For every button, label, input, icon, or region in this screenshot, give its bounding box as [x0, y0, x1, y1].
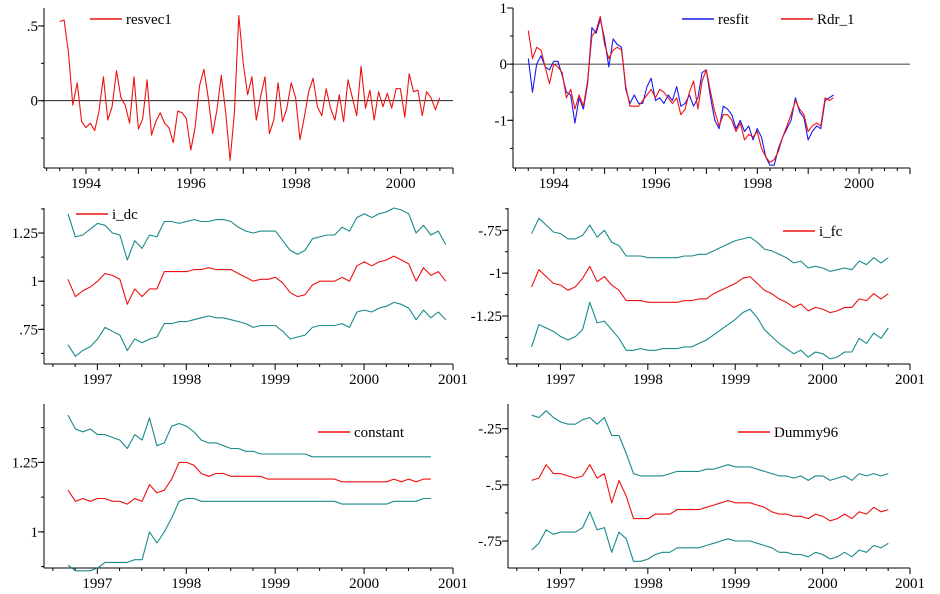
y-tick-label: -.5: [486, 478, 502, 494]
series-line-band: [67, 207, 447, 261]
y-tick-label: -.75: [478, 534, 502, 550]
x-tick-label: 2000: [349, 372, 379, 388]
legend-label: resvec1: [126, 12, 172, 28]
series-line-dummy96: [531, 464, 889, 522]
x-tick-label: 2001: [438, 576, 468, 592]
panel-4: 1997 1998 1999 2000 2001 -1.25 -1 -.75 i_fc: [471, 208, 925, 388]
panel-3: 1997 1998 1999 2000 2001 .75 1 1.25 i_dc: [12, 207, 468, 388]
x-tick-label: 1999: [260, 576, 290, 592]
x-tick-label: 1998: [742, 176, 772, 192]
legend-label: Rdr_1: [817, 12, 855, 28]
x-tick-label: 1996: [641, 176, 672, 192]
y-tick-label: -1.25: [471, 309, 502, 325]
x-tick-label: 1999: [720, 372, 750, 388]
x-tick-label: 1994: [71, 176, 102, 192]
x-tick-label: 1998: [633, 372, 663, 388]
series-line-band: [67, 414, 431, 458]
x-tick-label: 2001: [895, 372, 925, 388]
x-tick-label: 1997: [545, 372, 576, 388]
x-tick-label: 2001: [438, 372, 468, 388]
series-line-band: [67, 497, 431, 572]
legend-label: Dummy96: [774, 425, 839, 441]
series-line-band: [531, 217, 889, 272]
series-line-band: [531, 410, 889, 481]
x-tick-label: 1997: [545, 576, 576, 592]
panel-2: 1994 1996 1998 2000 -1 0 1 resfit Rdr_1: [495, 1, 911, 192]
x-tick-label: 1999: [720, 576, 750, 592]
series-line-band: [531, 301, 889, 360]
x-tick-label: 1996: [176, 176, 207, 192]
series-line-resfit: [527, 18, 834, 166]
y-tick-label: 0: [500, 57, 508, 73]
x-tick-label: 1998: [633, 576, 663, 592]
series-line-band: [67, 301, 447, 357]
y-tick-label: -.25: [478, 422, 502, 438]
x-tick-label: 1998: [171, 576, 201, 592]
y-tick-label: -.75: [478, 223, 502, 239]
legend-label: i_fc: [819, 224, 843, 240]
x-tick-label: 2000: [808, 372, 838, 388]
y-tick-label: 0: [31, 94, 39, 110]
x-tick-label: 1998: [281, 176, 311, 192]
y-tick-label: -1: [495, 113, 508, 129]
y-tick-label: 1: [500, 1, 508, 17]
y-tick-label: -1: [490, 266, 503, 282]
y-tick-label: 1.25: [12, 226, 38, 242]
x-tick-label: 2000: [386, 176, 416, 192]
y-tick-label: .75: [19, 322, 38, 338]
legend-label: resfit: [718, 12, 750, 28]
x-tick-label: 1994: [539, 176, 570, 192]
y-tick-label: 1: [31, 274, 39, 290]
series-line-i-dc: [67, 255, 447, 305]
legend-label: i_dc: [112, 207, 138, 223]
x-tick-label: 2000: [349, 576, 379, 592]
panel-5: 1997 1998 1999 2000 2001 1 1.25 constant: [12, 404, 468, 592]
x-tick-label: 2001: [895, 576, 925, 592]
x-tick-label: 2000: [844, 176, 874, 192]
series-line-rdr-1: [527, 15, 834, 163]
y-tick-label: .5: [27, 19, 38, 35]
x-tick-label: 1997: [82, 372, 113, 388]
x-tick-label: 1997: [82, 576, 113, 592]
series-line-resvec1: [59, 14, 441, 162]
panel-6: 1997 1998 1999 2000 2001 -.75 -.5 -.25 Dummy96: [478, 404, 925, 592]
x-tick-label: 2000: [808, 576, 838, 592]
x-tick-label: 1999: [260, 372, 290, 388]
legend-label: constant: [354, 425, 405, 441]
y-tick-label: 1.25: [12, 455, 38, 471]
series-line-constant: [67, 461, 431, 505]
series-line-i-fc: [531, 265, 889, 314]
y-tick-label: 1: [31, 525, 39, 541]
x-tick-label: 1998: [171, 372, 201, 388]
panel-1: 1994 1996 1998 2000 0 .5 resvec1: [27, 8, 454, 192]
series-line-band: [531, 511, 889, 562]
